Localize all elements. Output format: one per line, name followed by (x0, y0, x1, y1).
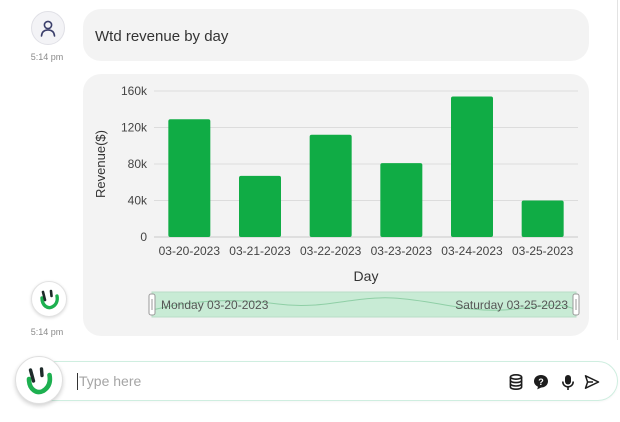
y-tick-label: 80k (128, 157, 148, 171)
revenue-bar-chart: 0 40k 80k 120k 160k 03-20-2023 03-21-2023 03-22… (93, 84, 580, 318)
user-message-text: Wtd revenue by day (95, 28, 229, 45)
message-composer: ? (24, 361, 618, 401)
user-message-time: 5:14 pm (30, 52, 64, 62)
bot-avatar (31, 281, 67, 317)
x-tick-label: 03-20-2023 (159, 244, 221, 258)
bot-logo-icon (26, 367, 53, 395)
database-icon[interactable] (507, 373, 525, 391)
y-tick-label: 40k (128, 194, 148, 208)
user-avatar (31, 11, 65, 45)
y-tick-label: 160k (121, 84, 148, 98)
x-tick-label: 03-24-2023 (441, 244, 503, 258)
range-slider-fill (151, 291, 577, 318)
y-axis-label: Revenue($) (93, 130, 108, 198)
bar (168, 119, 211, 237)
user-message-bubble: Wtd revenue by day (83, 9, 589, 61)
send-icon[interactable] (583, 373, 601, 391)
assistant-launcher-avatar[interactable] (15, 356, 63, 404)
message-input[interactable] (79, 371, 439, 391)
user-icon (40, 20, 56, 37)
x-axis-label: Day (354, 268, 379, 284)
bot-message-bubble: 0 40k 80k 120k 160k 03-20-2023 03-21-2023 03-22… (83, 74, 589, 336)
bot-logo-icon (40, 289, 59, 310)
x-tick-label: 03-21-2023 (229, 244, 291, 258)
x-tick-label: 03-25-2023 (512, 244, 574, 258)
microphone-icon[interactable] (559, 373, 577, 391)
y-tick-label: 0 (140, 230, 147, 244)
range-slider-preview-line (151, 297, 577, 311)
bar (451, 96, 493, 237)
bar (239, 175, 281, 237)
text-caret (77, 373, 78, 390)
x-tick-label: 03-22-2023 (300, 244, 362, 258)
x-tick-label: 03-23-2023 (371, 244, 433, 258)
bar (380, 163, 423, 237)
y-tick-label: 120k (121, 121, 148, 135)
svg-text:?: ? (538, 377, 544, 387)
range-slider-end-label: Saturday 03-25-2023 (455, 298, 568, 312)
bot-message-time: 5:14 pm (30, 327, 64, 337)
bar (309, 134, 352, 237)
help-icon[interactable]: ? (532, 373, 550, 391)
bar (521, 200, 564, 237)
window-edge (617, 0, 618, 340)
range-slider-start-label: Monday 03-20-2023 (161, 298, 269, 312)
